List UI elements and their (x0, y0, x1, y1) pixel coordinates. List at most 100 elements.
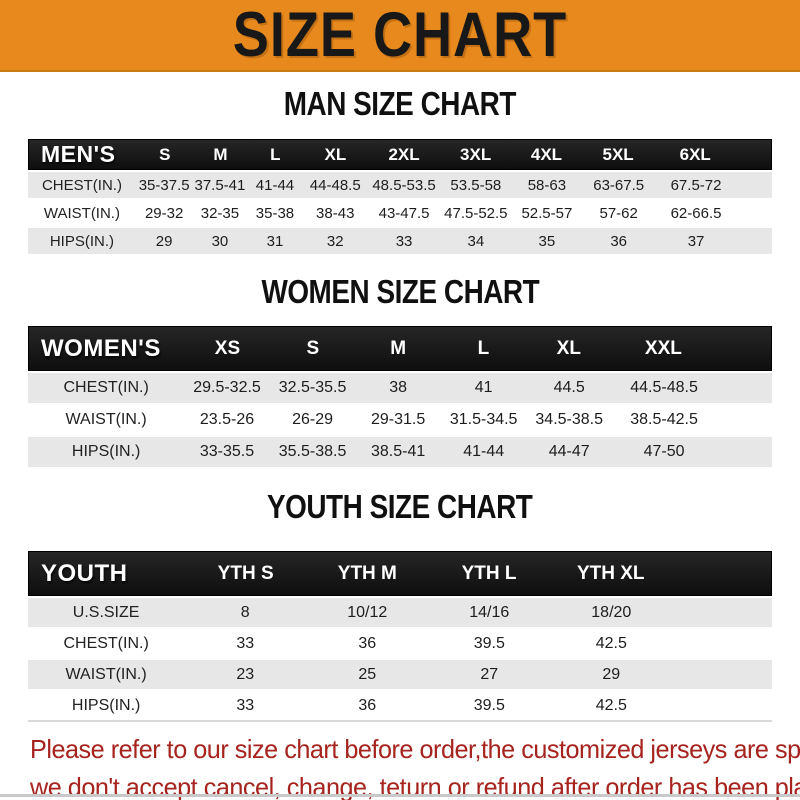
cell-value: 23 (236, 665, 255, 683)
cell-value: 39.5 (473, 634, 505, 652)
table-column-header: YTH L (461, 562, 517, 584)
table-column-header: L (270, 144, 281, 164)
cell-value: 52.5-57 (521, 204, 573, 222)
youth-section-heading-text: YOUTH SIZE CHART (267, 488, 533, 526)
table-row: WAIST(IN.) 29-32 32-35 35-38 38-43 43-47.5 47.… (28, 200, 772, 226)
cell-value: 41-44 (255, 176, 295, 194)
cell-value: 34 (467, 232, 485, 250)
cell-value: 37 (687, 232, 705, 250)
table-row: WAIST(IN.) 23 25 27 29 (28, 660, 772, 689)
cell-value: 38-43 (316, 204, 355, 222)
table-column-header: S (159, 144, 171, 164)
table-row: HIPS(IN.) 33-35.5 35.5-38.5 38.5-41 41-44 44-… (28, 437, 772, 467)
cell-value: 38 (389, 379, 407, 396)
table-column-header: 6XL (679, 144, 711, 164)
table-column-header: M (390, 337, 407, 359)
footer-notice: Please refer to our size chart before or… (0, 730, 800, 800)
table-row: WAIST(IN.) 23.5-26 26-29 29-31.5 31.5-34.5 34… (28, 405, 772, 435)
row-label: HIPS(IN.) (49, 232, 115, 250)
table-column-header: XL (324, 144, 347, 164)
cell-value: 29-32 (144, 204, 184, 222)
table-column-header: YTH S (217, 562, 274, 584)
cell-value: 33 (236, 634, 255, 652)
cell-value: 35.5-38.5 (278, 443, 347, 460)
table-header-label: YOUTH (41, 559, 128, 587)
cell-value: 39.5 (473, 696, 505, 714)
women-section-heading: WOMEN SIZE CHART (0, 273, 800, 311)
cell-value: 36 (358, 696, 377, 714)
cell-value: 42.5 (595, 696, 627, 714)
table-header-bar: MEN'S S M L XL 2XL 3XL 4XL 5XL 6XL (28, 139, 772, 170)
cell-value: 14/16 (469, 603, 510, 621)
table-header-label: MEN'S (41, 141, 116, 167)
cell-value: 42.5 (595, 634, 627, 652)
cell-value: 30 (211, 232, 229, 250)
man-section-heading: MAN SIZE CHART (0, 85, 800, 123)
cell-value: 36 (358, 634, 377, 652)
man-section-heading-text: MAN SIZE CHART (283, 85, 517, 123)
table-column-header: 5XL (602, 144, 634, 164)
cell-value: 35 (538, 232, 556, 250)
men-size-table: MEN'S S M L XL 2XL 3XL 4XL 5XL 6XL CHEST(IN.) 35-37… (28, 139, 772, 254)
cell-value: 53.5-58 (450, 176, 502, 194)
table-column-header: M (213, 144, 228, 164)
table-column-header: YTH M (337, 562, 397, 584)
table-column-header: 4XL (530, 144, 563, 164)
youth-size-table: YOUTH YTH S YTH M YTH L YTH XL U.S.SIZE 8 10/12… (28, 551, 772, 722)
cell-value: 47-50 (643, 443, 685, 460)
table-row: CHEST(IN.) 33 36 39.5 42.5 (28, 629, 772, 658)
cell-value: 38.5-42.5 (630, 411, 698, 428)
cell-value: 29.5-32.5 (193, 379, 261, 396)
cell-value: 35-37.5 (138, 176, 190, 194)
bottom-divider (0, 794, 800, 797)
table-column-header: S (306, 337, 320, 359)
cell-value: 8 (240, 603, 250, 621)
table-row: CHEST(IN.) 29.5-32.5 32.5-35.5 38 41 44.5 44.5… (28, 373, 772, 403)
women-size-table: WOMEN'S XS S M L XL XXL CHEST(IN.) 29.5-32.5 32.5… (28, 326, 772, 467)
cell-value: 29-31.5 (370, 411, 426, 428)
table-row: CHEST(IN.) 35-37.5 37.5-41 41-44 44-48.5 48.5… (28, 172, 772, 198)
cell-value: 38.5-41 (370, 443, 426, 460)
cell-value: 47.5-52.5 (444, 204, 508, 222)
cell-value: 44-47 (548, 443, 590, 460)
cell-value: 31.5-34.5 (449, 411, 518, 428)
cell-value: 35-38 (255, 204, 295, 222)
row-label: HIPS(IN.) (71, 696, 141, 714)
table-column-header: YTH XL (576, 562, 645, 584)
row-label: CHEST(IN.) (63, 379, 149, 396)
table-row: U.S.SIZE 8 10/12 14/16 18/20 (28, 598, 772, 627)
cell-value: 29 (602, 665, 621, 683)
table-row: HIPS(IN.) 33 36 39.5 42.5 (28, 691, 772, 722)
cell-value: 23.5-26 (199, 411, 255, 428)
row-label: U.S.SIZE (72, 603, 140, 621)
table-column-header: XXL (644, 337, 682, 359)
cell-value: 33 (395, 232, 413, 250)
cell-value: 27 (480, 665, 499, 683)
notice-line-1: Please refer to our size chart before or… (30, 734, 800, 764)
cell-value: 63-67.5 (593, 176, 645, 194)
row-label: WAIST(IN.) (65, 411, 147, 428)
cell-value: 32.5-35.5 (278, 379, 347, 396)
cell-value: 62-66.5 (670, 204, 722, 222)
women-section-heading-text: WOMEN SIZE CHART (261, 273, 539, 311)
table-column-header: L (477, 337, 490, 359)
cell-value: 10/12 (347, 603, 388, 621)
cell-value: 25 (358, 665, 377, 683)
cell-value: 32-35 (200, 204, 240, 222)
table-row: HIPS(IN.) 29 30 31 32 33 34 35 36 37 (28, 228, 772, 254)
row-label: CHEST(IN.) (41, 176, 122, 194)
cell-value: 67.5-72 (670, 176, 722, 194)
banner-title: SIZE CHART (232, 0, 568, 71)
cell-value: 58-63 (527, 176, 567, 194)
cell-value: 26-29 (292, 411, 334, 428)
cell-value: 44.5-48.5 (630, 379, 698, 396)
cell-value: 36 (610, 232, 628, 250)
row-label: WAIST(IN.) (43, 204, 120, 222)
cell-value: 18/20 (591, 603, 632, 621)
table-column-header: 3XL (460, 144, 492, 164)
table-header-bar: YOUTH YTH S YTH M YTH L YTH XL (28, 551, 772, 596)
table-column-header: XL (556, 337, 581, 359)
cell-value: 44-48.5 (309, 176, 361, 194)
cell-value: 31 (266, 232, 284, 250)
cell-value: 29 (155, 232, 173, 250)
